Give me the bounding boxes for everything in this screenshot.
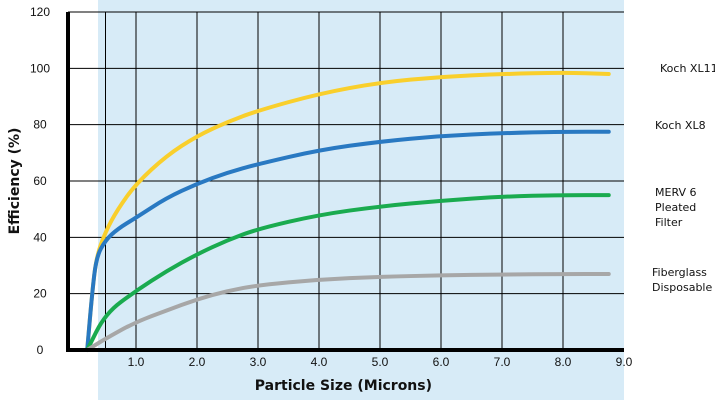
x-axis-ticks: 1.0 2.0 3.0 4.0 5.0 6.0 7.0 8.0 9.0	[128, 355, 633, 369]
x-tick-label: 1.0	[128, 355, 145, 369]
y-tick-label: 100	[30, 61, 50, 75]
x-tick-label: 7.0	[494, 355, 511, 369]
series-label-line: Koch XL11	[660, 62, 715, 75]
series-label-line: Pleated	[655, 201, 696, 214]
y-tick-label: 60	[33, 174, 47, 188]
y-axis-title: Efficiency (%)	[7, 128, 23, 235]
series-label-line: Disposable	[652, 281, 712, 294]
series-line-fiberglass-disposable	[85, 271, 611, 352]
y-tick-label: 80	[33, 118, 47, 132]
series-label-line: Koch XL8	[655, 119, 706, 132]
plot-background	[98, 0, 624, 400]
x-tick-label: 2.0	[189, 355, 206, 369]
grid-lines	[68, 11, 624, 350]
series-label-koch-xl11: Koch XL11	[660, 62, 715, 75]
x-tick-label: 3.0	[250, 355, 267, 369]
series-label-line: Fiberglass	[652, 266, 707, 279]
y-tick-label: 20	[33, 287, 47, 301]
y-tick-label: 120	[30, 5, 50, 19]
data-series	[85, 70, 611, 352]
x-axis-title: Particle Size (Microns)	[255, 378, 432, 394]
x-tick-label: 6.0	[433, 355, 450, 369]
x-tick-label: 5.0	[372, 355, 389, 369]
series-label-koch-xl8: Koch XL8	[655, 119, 706, 132]
x-tick-label: 4.0	[311, 355, 328, 369]
series-labels: Koch XL11 Koch XL8 MERV 6 Pleated Filter Fibe…	[652, 62, 715, 294]
series-label-merv-6-pleated-filter: MERV 6 Pleated Filter	[655, 186, 697, 229]
x-tick-label: 9.0	[616, 355, 633, 369]
y-tick-label: 0	[37, 343, 44, 357]
series-label-line: MERV 6	[655, 186, 697, 199]
series-label-fiberglass-disposable: Fiberglass Disposable	[652, 266, 712, 294]
y-tick-label: 40	[33, 230, 47, 244]
series-label-line: Filter	[655, 216, 683, 229]
x-tick-label: 8.0	[555, 355, 572, 369]
series-line-koch-xl8	[85, 129, 611, 352]
y-axis-ticks: 0 20 40 60 80 100 120	[30, 5, 50, 357]
series-line-merv-6-pleated-filter	[85, 193, 611, 352]
